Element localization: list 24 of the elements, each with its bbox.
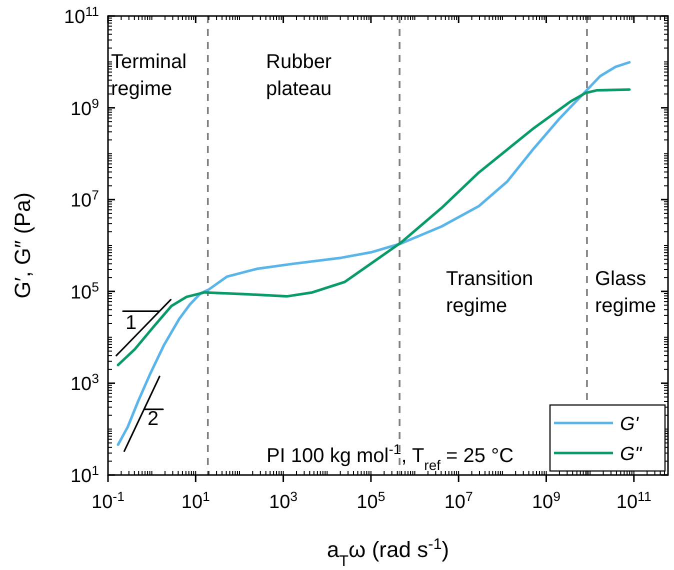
legend-label: G" (620, 444, 643, 465)
x-tick-label: 10$^{3}$ (269, 488, 298, 513)
y-axis-title: G′, G″ (Pa) (10, 192, 35, 299)
y-tick-label: 10$^{1}$ (70, 462, 99, 487)
x-tick-label: 10$^{9}$ (532, 488, 561, 513)
annotation: Glass regime (595, 268, 656, 317)
x-tick-label: 10$^{-1}$ (92, 488, 124, 513)
y-tick-label: 10$^{7}$ (70, 187, 99, 212)
legend-label: G' (620, 414, 640, 435)
y-tick-label: 10$^{9}$ (70, 95, 99, 120)
annotation: Terminal regime (111, 51, 187, 100)
annotation: 1 (125, 312, 137, 334)
y-tick-label: 10$^{5}$ (70, 278, 99, 304)
annotation: Transition regime (446, 268, 534, 317)
y-tick-label: 10$^{11}$ (64, 4, 99, 28)
y-tick-label: 10$^{3}$ (70, 370, 99, 396)
annotation: PI 100 kg mol$^{-1}$, T$_{ref}$ = 25 °C (266, 441, 514, 473)
annotation: Rubber plateau (266, 51, 332, 100)
x-tick-label: 10$^{7}$ (444, 488, 473, 513)
x-axis-title: a$_{T}$ω (rad s$^{-1}$) (326, 536, 450, 570)
annotation: 2 (147, 408, 159, 430)
x-tick-label: 10$^{1}$ (181, 488, 210, 513)
x-tick-label: 10$^{5}$ (356, 488, 386, 513)
x-tick-label: 10$^{11}$ (616, 488, 652, 513)
